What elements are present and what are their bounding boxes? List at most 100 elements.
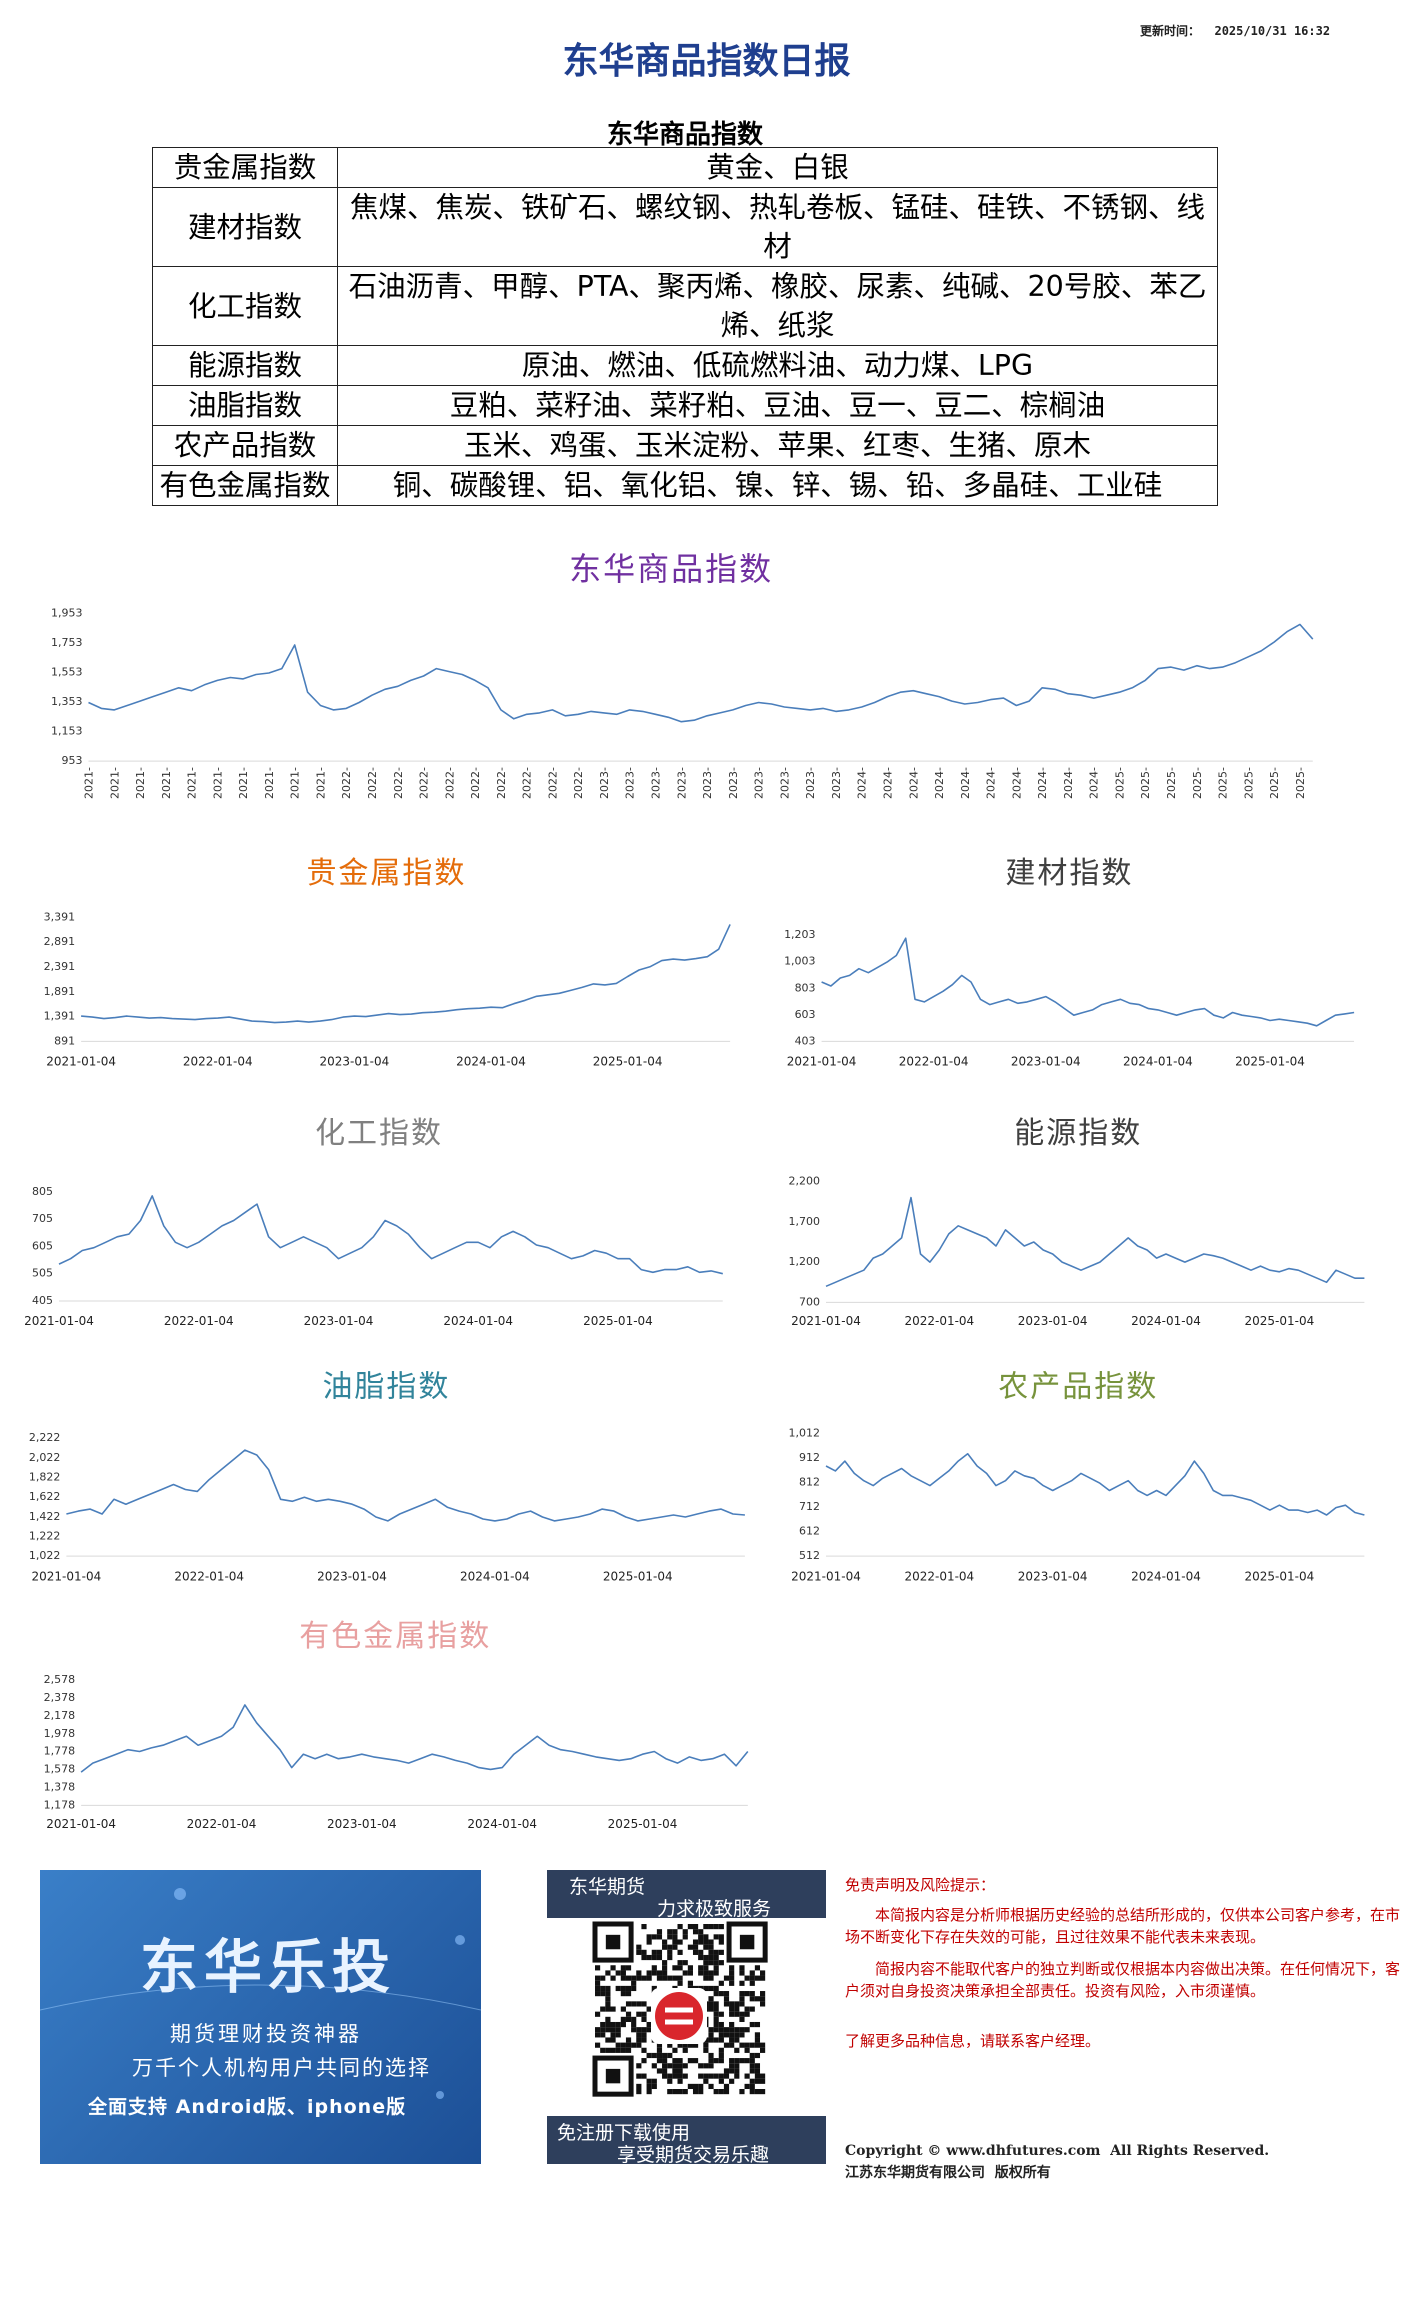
qr-module xyxy=(636,2073,642,2079)
chart-title: 贵金属指数 xyxy=(306,856,466,891)
qr-module xyxy=(749,2063,755,2069)
qr-module xyxy=(687,1944,693,1950)
qr-module xyxy=(677,2078,683,2084)
qr-finder xyxy=(739,1934,755,1950)
y-tick-label: 1,178 xyxy=(44,1798,76,1811)
qr-module xyxy=(610,2032,616,2038)
qr-module xyxy=(698,1929,704,1935)
index-members: 玉米、鸡蛋、玉米淀粉、苹果、红枣、生猪、原木 xyxy=(337,425,1218,466)
qr-module xyxy=(615,1970,621,1976)
qr-module xyxy=(729,1965,735,1971)
qr-module xyxy=(682,2047,688,2053)
banner-line: 全面支持 Android版、iphone版 xyxy=(88,2096,407,2118)
qr-module xyxy=(749,2058,755,2064)
disclaimer-para: 本简报内容是分析师根据历史经验的总结所形成的，仅供本公司客户参考，在市场不断变化… xyxy=(845,1906,1401,1946)
qr-module xyxy=(703,1954,709,1961)
y-tick-label: 2,578 xyxy=(44,1673,76,1686)
qr-module xyxy=(729,2037,735,2043)
qr-module xyxy=(672,1934,678,1940)
qr-module xyxy=(754,2068,761,2074)
qr-module xyxy=(754,2032,761,2038)
qr-module xyxy=(713,2073,719,2079)
qr-module xyxy=(734,2073,740,2079)
qr-module xyxy=(749,1996,755,2002)
qr-module xyxy=(667,1949,673,1955)
index-name: 建材指数 xyxy=(152,187,338,267)
qr-module xyxy=(651,1965,657,1971)
qr-module xyxy=(667,2052,673,2059)
qr-module xyxy=(625,2042,632,2048)
qr-module xyxy=(615,2047,621,2053)
qr-module xyxy=(682,1970,688,1976)
company: 江苏东华期货有限公司 版权所有 xyxy=(845,2165,1051,2181)
qr-module xyxy=(620,1985,626,1992)
qr-module xyxy=(760,2073,766,2079)
qr-module xyxy=(703,2073,709,2079)
qr-module xyxy=(631,1985,637,1992)
x-tick-label: 2022- xyxy=(546,767,559,799)
qr-module xyxy=(641,1949,647,1955)
x-tick-label: 2024- xyxy=(907,767,920,799)
qr-module xyxy=(734,2032,740,2038)
y-tick-label: 405 xyxy=(32,1294,53,1307)
qr-module xyxy=(749,2083,755,2090)
qr-module xyxy=(698,1965,704,1971)
qr-logo-mark xyxy=(665,2007,693,2025)
qr-module xyxy=(620,1965,626,1971)
qr-module xyxy=(723,1975,730,1981)
qr-module xyxy=(718,2047,724,2053)
x-tick-label: 2021- xyxy=(289,767,302,799)
qr-module xyxy=(739,2027,745,2033)
qr-text: 力求极致服务 xyxy=(657,1898,772,1920)
x-tick-label: 2024- xyxy=(856,767,869,799)
qr-module xyxy=(749,2078,755,2084)
y-tick-label: 705 xyxy=(32,1212,53,1225)
qr-module xyxy=(662,1970,668,1976)
qr-text: 东华期货 xyxy=(569,1876,646,1898)
qr-module xyxy=(703,1965,709,1971)
y-tick-label: 1,153 xyxy=(51,725,83,738)
qr-module xyxy=(656,2058,663,2064)
index-name: 有色金属指数 xyxy=(152,465,338,506)
x-tick-label: 2023-01-04 xyxy=(304,1314,374,1328)
qr-module xyxy=(625,1985,632,1992)
qr-module xyxy=(749,1980,755,1986)
qr-module xyxy=(651,2052,657,2059)
x-tick-label: 2025- xyxy=(1165,767,1178,799)
qr-module xyxy=(636,2089,642,2095)
qr-module xyxy=(754,2037,761,2043)
qr-module xyxy=(708,2083,714,2090)
x-tick-label: 2021- xyxy=(314,767,327,799)
qr-module xyxy=(677,1975,683,1981)
qr-module xyxy=(708,2001,714,2007)
qr-module xyxy=(713,1985,719,1992)
qr-module xyxy=(754,2063,761,2069)
x-tick-label: 2025- xyxy=(1191,767,1204,799)
index-members: 豆粕、菜籽油、菜籽粕、豆油、豆一、豆二、棕榈油 xyxy=(337,385,1218,426)
qr-module xyxy=(672,2089,678,2095)
qr-module xyxy=(677,1980,683,1986)
y-tick-label: 1,953 xyxy=(51,607,83,620)
x-tick-label: 2021- xyxy=(237,767,250,799)
x-tick-label: 2025-01-04 xyxy=(1244,1314,1314,1328)
qr-module xyxy=(729,2001,735,2007)
qr-module xyxy=(651,1954,657,1961)
qr-module xyxy=(713,2016,719,2022)
qr-module xyxy=(723,2032,730,2038)
x-tick-label: 2023- xyxy=(598,767,611,799)
chart-title: 化工指数 xyxy=(315,1116,443,1151)
qr-module xyxy=(692,1944,699,1950)
index-name: 能源指数 xyxy=(152,345,338,386)
qr-module xyxy=(703,2063,709,2069)
qr-module xyxy=(651,2078,657,2084)
x-tick-label: 2023- xyxy=(804,767,817,799)
qr-module xyxy=(600,1985,606,1992)
qr-module xyxy=(703,1939,709,1945)
qr-module xyxy=(595,1980,601,1986)
qr-module xyxy=(708,2073,714,2079)
data-line xyxy=(88,623,1314,723)
qr-module xyxy=(620,2016,626,2022)
y-tick-label: 1,203 xyxy=(784,928,816,941)
qr-module xyxy=(687,1980,693,1986)
qr-module xyxy=(729,2021,735,2028)
